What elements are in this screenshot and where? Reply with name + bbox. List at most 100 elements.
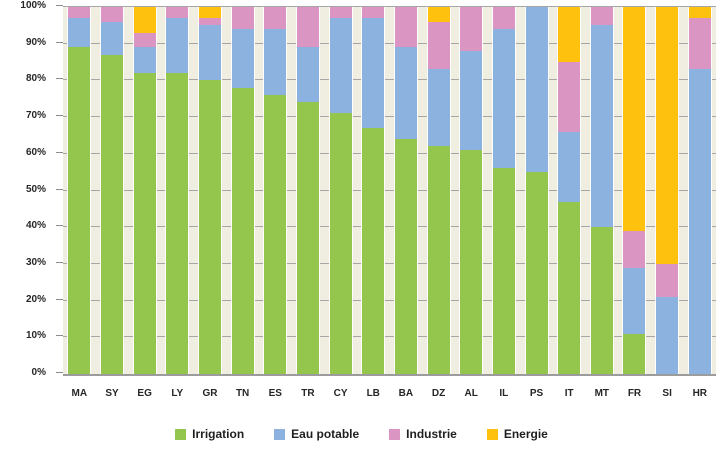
- bar-segment-energie: [558, 7, 581, 63]
- x-axis-label-fr: FR: [627, 388, 642, 399]
- x-axis-label-mt: MT: [594, 388, 610, 399]
- x-axis-labels: MA SY EG LY GR TN ES TR CY LB BA DZ AL IL PS IT MT FR SI HR: [63, 386, 716, 402]
- bar-segment-irrigation: [590, 227, 613, 374]
- bar-slot-ly: [161, 7, 194, 374]
- x-axis-label-al: AL: [464, 388, 478, 399]
- gridline: [63, 299, 716, 301]
- gridline: [63, 189, 716, 191]
- x-axis-label-it: IT: [564, 388, 574, 399]
- bar-segment-eau-potable: [460, 51, 483, 151]
- gridline: [63, 152, 716, 154]
- bar-ma: [67, 7, 92, 374]
- bar-segment-eau-potable: [590, 25, 613, 228]
- bar-segment-energie: [198, 7, 221, 19]
- bar-slot-fr: [618, 7, 651, 374]
- plot-area: [63, 6, 716, 376]
- y-axis-label: 80%: [25, 73, 46, 85]
- bar-segment-industrie: [492, 7, 515, 30]
- x-axis-label-ly: LY: [171, 388, 184, 399]
- bar-es: [263, 7, 288, 374]
- bar-segment-industrie: [558, 62, 581, 132]
- bar-segment-eau-potable: [133, 47, 156, 74]
- bar-slot-ma: [63, 7, 96, 374]
- bar-slot-mt: [586, 7, 619, 374]
- bar-eg: [132, 7, 157, 374]
- x-axis-label-dz: DZ: [431, 388, 446, 399]
- y-axis-label: 60%: [25, 146, 46, 158]
- bar-segment-energie: [656, 7, 679, 264]
- legend-label: Eau potable: [291, 427, 360, 441]
- y-tick: [56, 335, 63, 337]
- bar-segment-industrie: [427, 21, 450, 70]
- bar-segment-irrigation: [68, 47, 91, 374]
- bar-segment-industrie: [166, 7, 189, 19]
- y-axis-label: 70%: [25, 110, 46, 122]
- bar-segment-eau-potable: [492, 29, 515, 169]
- bar-dz: [426, 7, 451, 374]
- bar-segment-eau-potable: [558, 131, 581, 202]
- bar-segment-irrigation: [362, 128, 385, 374]
- bar-slot-es: [259, 7, 292, 374]
- bar-segment-irrigation: [198, 80, 221, 374]
- y-tick: [56, 41, 63, 43]
- bar-slot-ba: [390, 7, 423, 374]
- bar-segment-eau-potable: [688, 69, 711, 374]
- legend: Irrigation Eau potable Industrie Energie: [0, 427, 723, 441]
- bar-segment-eau-potable: [362, 18, 385, 129]
- y-tick: [56, 298, 63, 300]
- y-tick: [56, 5, 63, 6]
- bar-segment-irrigation: [558, 201, 581, 374]
- x-axis-label-eg: EG: [137, 388, 152, 399]
- bar-lb: [361, 7, 386, 374]
- bar-segment-eau-potable: [427, 69, 450, 147]
- bar-it: [557, 7, 582, 374]
- bar-segment-industrie: [656, 263, 679, 297]
- x-axis-label-tn: TN: [235, 388, 250, 399]
- x-axis-label-sy: SY: [105, 388, 119, 399]
- y-tick: [56, 372, 63, 373]
- bar-hr: [687, 7, 712, 374]
- bar-segment-industrie: [688, 18, 711, 70]
- bar-segment-irrigation: [231, 87, 254, 374]
- legend-swatch-icon: [486, 428, 498, 440]
- legend-swatch-icon: [274, 428, 286, 440]
- y-axis-label: 0%: [31, 367, 46, 378]
- legend-item-eau-potable: Eau potable: [274, 427, 359, 441]
- bar-segment-industrie: [100, 7, 123, 22]
- bar-segment-irrigation: [525, 172, 548, 374]
- bar-slot-gr: [194, 7, 227, 374]
- legend-item-energie: Energie: [486, 427, 548, 441]
- legend-swatch-icon: [175, 428, 187, 440]
- y-axis-label: 50%: [25, 183, 46, 195]
- bar-segment-energie: [688, 7, 711, 19]
- bar-tr: [295, 7, 320, 374]
- bar-ba: [393, 7, 418, 374]
- y-axis-label: 40%: [25, 220, 46, 232]
- bar-gr: [197, 7, 222, 374]
- gridline: [63, 336, 716, 338]
- bar-segment-industrie: [394, 7, 417, 48]
- bar-segment-eau-potable: [166, 18, 189, 74]
- bar-segment-eau-potable: [296, 47, 319, 103]
- bars-container: [63, 7, 716, 374]
- bar-segment-eau-potable: [329, 18, 352, 114]
- bar-segment-energie: [427, 7, 450, 22]
- bar-slot-dz: [422, 7, 455, 374]
- gridline: [63, 42, 716, 44]
- bar-segment-irrigation: [296, 102, 319, 374]
- y-tick: [56, 115, 63, 117]
- bar-segment-eau-potable: [68, 18, 91, 48]
- y-axis-ticks: [56, 5, 63, 373]
- bar-segment-industrie: [460, 7, 483, 52]
- y-axis-labels: 0% 10% 20% 30% 40% 50% 60% 70% 80% 90% 100%: [0, 0, 50, 378]
- bar-segment-industrie: [68, 7, 91, 19]
- legend-swatch-icon: [389, 428, 401, 440]
- bar-segment-irrigation: [460, 150, 483, 374]
- bar-segment-industrie: [362, 7, 385, 19]
- bar-segment-industrie: [264, 7, 287, 30]
- bar-si: [655, 7, 680, 374]
- y-tick: [56, 225, 63, 227]
- bar-segment-industrie: [198, 18, 221, 26]
- gridline: [63, 79, 716, 81]
- bar-slot-tr: [292, 7, 325, 374]
